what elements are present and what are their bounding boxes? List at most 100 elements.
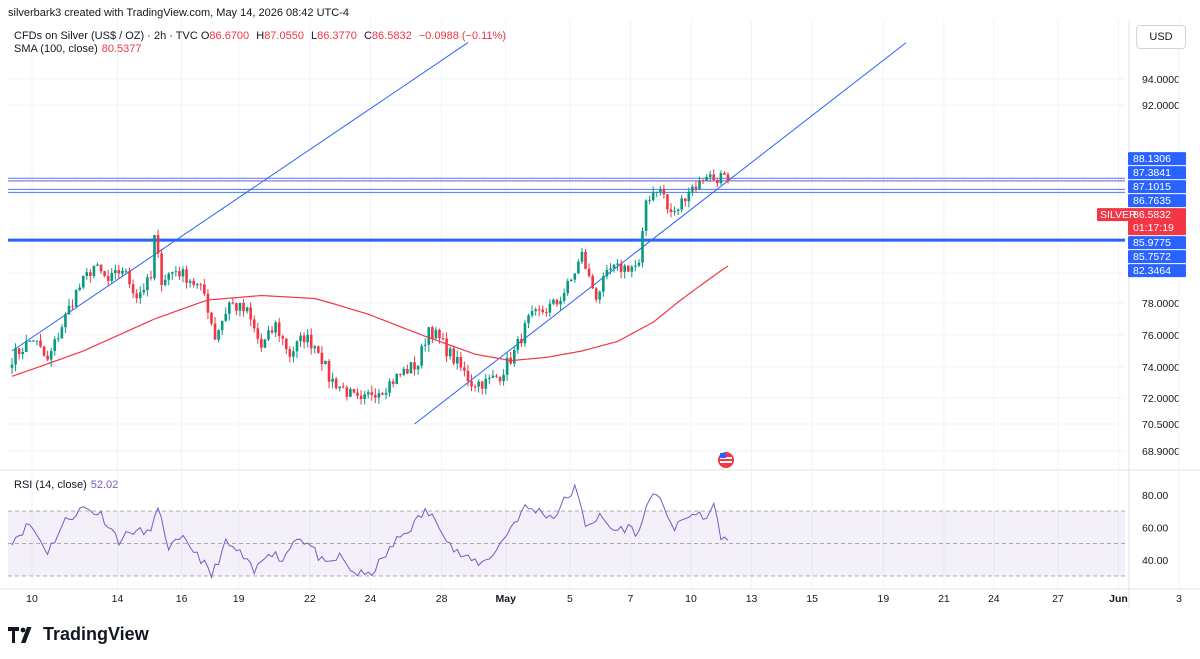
candle (602, 272, 605, 297)
candle-body (81, 275, 85, 288)
us-event-icon[interactable] (718, 452, 734, 468)
candle-body (89, 272, 92, 276)
candle (235, 302, 238, 316)
candle-body (516, 338, 520, 350)
candle-body (359, 395, 363, 399)
time-tick-label: 10 (685, 593, 697, 605)
sma-value: 80.5377 (101, 43, 142, 55)
candle-body (641, 230, 644, 263)
candle (374, 388, 377, 404)
candle-body (213, 323, 217, 340)
candle (192, 277, 195, 288)
candle (199, 282, 203, 291)
candle-body (195, 284, 199, 286)
candle (491, 369, 495, 379)
candle-body (334, 378, 338, 389)
rsi-legend[interactable]: RSI (14, close) 52.02 (14, 479, 118, 491)
candle (345, 385, 349, 401)
trend-line[interactable] (414, 42, 907, 425)
candle-body (170, 272, 174, 274)
candle (680, 194, 683, 213)
ohlc-open-label: O (200, 30, 210, 42)
candle (46, 350, 49, 362)
price-level-label: 86.7635 (1133, 195, 1171, 207)
candle-body (527, 315, 530, 324)
candle (32, 339, 35, 342)
candle-body (495, 375, 498, 377)
candle (648, 195, 651, 205)
price-axis-ticks: 94.000092.000080.000078.000076.000074.00… (8, 74, 1180, 458)
candle-body (480, 381, 484, 389)
time-tick-label: May (496, 593, 517, 605)
candle-body (473, 386, 477, 388)
candle-body (249, 307, 252, 320)
candle-body (263, 339, 267, 348)
candle-body (541, 309, 545, 313)
candle (587, 263, 591, 278)
candle-body (99, 264, 103, 272)
candle-body (683, 198, 687, 202)
candle-body (356, 392, 359, 396)
candle-body (292, 351, 295, 357)
candle (545, 307, 548, 317)
candle-body (153, 235, 156, 279)
candle (277, 317, 281, 343)
sma-label: SMA (100, close) (14, 43, 98, 55)
candle-body (28, 340, 32, 342)
candle (402, 366, 406, 377)
candle-body (188, 280, 192, 283)
candle (452, 346, 456, 366)
candle-body (174, 271, 178, 273)
candle-body (512, 349, 516, 364)
symbol-title[interactable]: CFDs on Silver (US$ / OZ) · 2h · TVC (14, 30, 198, 42)
candle-body (391, 381, 395, 384)
candle (495, 374, 498, 379)
candle-body (687, 191, 691, 202)
candle-body (691, 186, 694, 192)
candle-body (345, 387, 349, 397)
candle (552, 298, 555, 306)
ohlc-open-value: 86.6700 (209, 30, 250, 42)
candle-body (117, 269, 121, 274)
candle (74, 289, 78, 309)
tradingview-logo[interactable]: TradingView (8, 624, 149, 645)
candle (580, 247, 584, 265)
candle-body (377, 393, 381, 398)
candle (242, 298, 245, 317)
candle-body (491, 375, 495, 378)
candle (477, 379, 480, 393)
candle-body (723, 172, 726, 175)
candle-body (206, 293, 210, 313)
candle (498, 376, 502, 386)
time-tick-label: 16 (176, 593, 188, 605)
candle-body (138, 292, 142, 299)
candle (698, 176, 701, 191)
candle (213, 316, 217, 340)
candle (537, 305, 541, 317)
candle (220, 320, 224, 336)
candle-body (416, 365, 420, 370)
rsi-tick-label: 60.00 (1142, 522, 1168, 534)
candle-body (317, 346, 320, 353)
candle (67, 298, 71, 316)
candle-body (338, 386, 342, 389)
candle (153, 234, 156, 281)
candle-body (270, 330, 274, 333)
candle-body (488, 377, 491, 379)
candle (423, 338, 427, 352)
candle-body (217, 330, 220, 340)
candle-body (114, 269, 117, 274)
candle (64, 312, 67, 334)
candle (562, 288, 566, 304)
sma-legend[interactable]: SMA (100, close) 80.5377 (14, 43, 142, 55)
candle (505, 351, 509, 381)
candle (391, 378, 395, 388)
candle (302, 332, 306, 349)
trend-line[interactable] (11, 42, 469, 352)
candle (227, 301, 231, 321)
candle-body (199, 284, 203, 286)
candle-body (349, 389, 352, 397)
currency-button[interactable]: USD (1136, 25, 1186, 49)
candle (381, 392, 384, 396)
